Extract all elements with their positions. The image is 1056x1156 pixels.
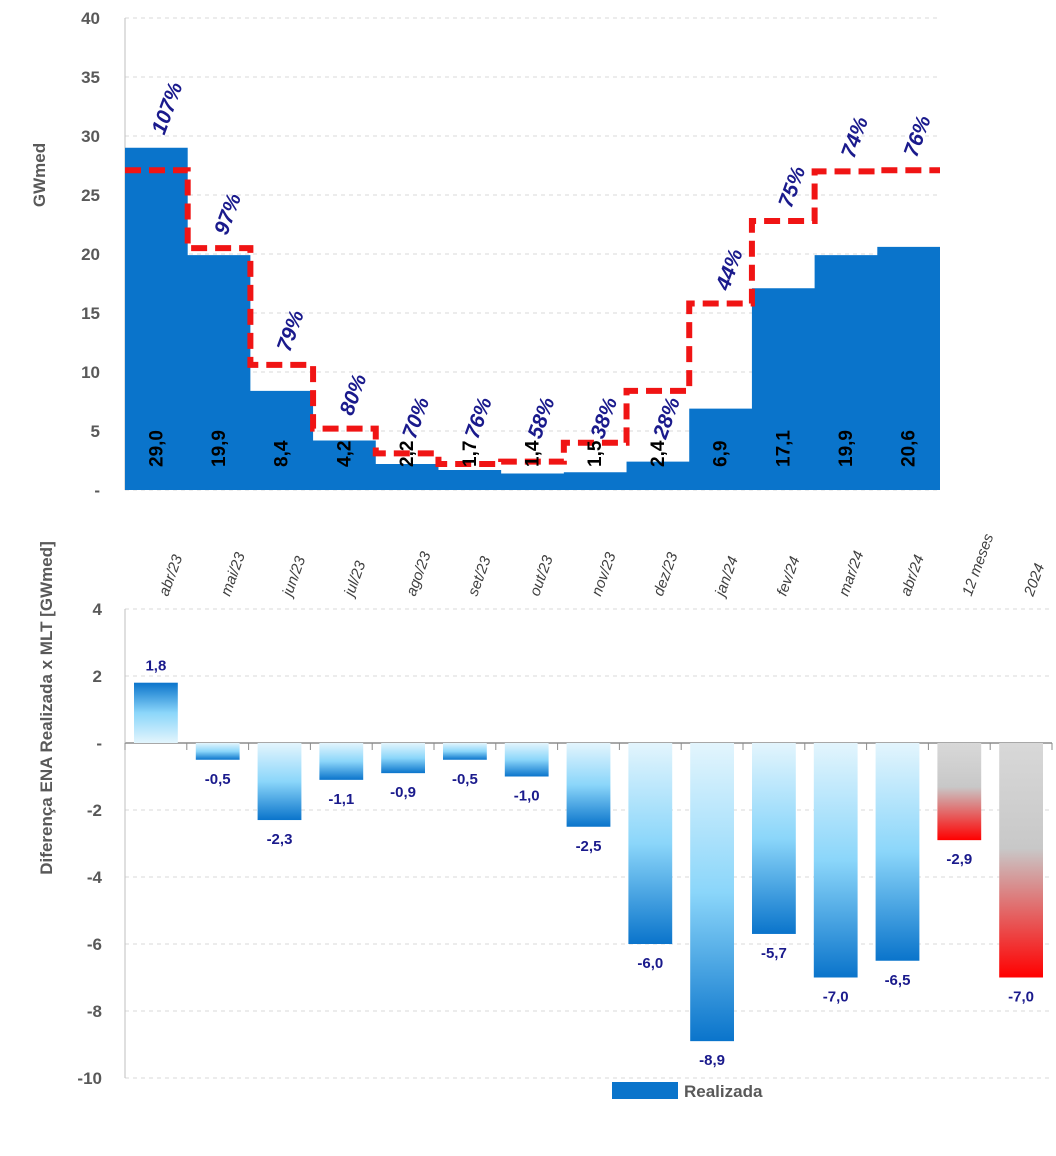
legend-swatch-realizada	[612, 1082, 678, 1099]
difference-bar	[813, 743, 858, 978]
difference-value-label: -2,5	[576, 838, 602, 855]
percent-label: 76%	[900, 112, 936, 160]
difference-bar	[999, 743, 1043, 978]
bottom-y-tick-label: -10	[77, 1069, 102, 1088]
difference-value-label: -8,9	[699, 1052, 725, 1069]
category-label: abr/24	[897, 553, 928, 599]
bottom-y-tick-label: -6	[87, 935, 102, 954]
category-label: abr/23	[156, 552, 187, 598]
difference-bar	[443, 743, 487, 760]
category-label: dez/23	[650, 550, 682, 599]
percent-label: 75%	[774, 163, 810, 211]
difference-bar	[195, 743, 240, 760]
realizada-value-label: 2,2	[397, 441, 418, 467]
realizada-value-label: 2,4	[648, 440, 669, 467]
difference-bar	[504, 743, 549, 777]
category-label: out/23	[526, 553, 556, 599]
percent-label: 44%	[711, 246, 747, 295]
realizada-value-label: 17,1	[773, 430, 794, 467]
realizada-value-label: 29,0	[146, 430, 167, 467]
difference-value-label: -1,0	[514, 788, 540, 805]
category-label: mai/23	[217, 550, 249, 599]
difference-value-label: -1,1	[328, 791, 354, 808]
difference-value-label: -2,9	[946, 851, 972, 868]
percent-label: 97%	[210, 190, 246, 238]
percent-label: 28%	[649, 394, 685, 443]
category-label: jul/23	[340, 558, 369, 600]
top-y-tick-label: 30	[81, 127, 100, 146]
difference-bar	[875, 743, 920, 961]
bottom-y-axis-label: Diferença ENA Realizada x MLT [GWmed]	[37, 541, 56, 874]
category-label: jan/24	[711, 554, 742, 600]
top-y-tick-label: 25	[81, 186, 100, 205]
bottom-y-tick-label: -4	[87, 868, 103, 887]
realizada-area	[125, 147, 940, 491]
top-y-tick-label: 15	[81, 304, 100, 323]
realizada-value-label: 19,9	[209, 430, 230, 467]
legend: Realizada	[612, 1082, 763, 1101]
difference-bar	[257, 743, 302, 821]
percent-label: 79%	[273, 307, 309, 355]
category-label: mar/24	[835, 549, 867, 599]
top-y-tick-label: 10	[81, 363, 100, 382]
category-label: set/23	[465, 554, 495, 599]
category-label: 12 meses	[959, 531, 997, 598]
category-label: 2024	[1021, 561, 1049, 599]
percent-label: 107%	[147, 79, 187, 138]
difference-value-label: -7,0	[1008, 989, 1034, 1006]
top-y-tick-label: 20	[81, 245, 100, 264]
percent-label: 38%	[586, 394, 622, 442]
realizada-value-label: 1,4	[523, 440, 544, 467]
difference-value-label: -0,5	[205, 771, 231, 788]
legend-label-realizada: Realizada	[684, 1082, 763, 1101]
difference-value-label: -5,7	[761, 945, 787, 962]
difference-bar	[319, 743, 364, 780]
category-label: jun/23	[279, 554, 310, 601]
difference-value-label: 1,8	[145, 658, 166, 675]
bottom-y-tick-label: 2	[93, 667, 102, 686]
difference-value-label: -6,5	[885, 972, 911, 989]
realizada-value-label: 20,6	[899, 430, 920, 467]
difference-value-label: -2,3	[267, 831, 293, 848]
difference-bar	[566, 743, 611, 827]
top-y-axis-label: GWmed	[30, 143, 49, 207]
bottom-y-tick-label: -8	[87, 1002, 102, 1021]
top-ena-chart: - 5 10 15 20 25 30 35 40 GWmed 29,0 19,9 8,4 4,2 2,2 1,…	[30, 9, 940, 500]
percent-label: 74%	[837, 113, 873, 161]
difference-bar	[937, 743, 982, 841]
difference-bar	[628, 743, 673, 944]
bottom-y-tick-label: -	[96, 734, 102, 753]
difference-bar	[690, 743, 734, 1042]
difference-value-label: -0,9	[390, 784, 416, 801]
mlt-step-line	[125, 167, 940, 468]
percent-label: 58%	[524, 394, 560, 442]
realizada-value-label: 8,4	[272, 440, 293, 467]
top-y-tick-label: 35	[81, 68, 100, 87]
difference-bar	[381, 743, 425, 774]
category-label: ago/23	[403, 549, 435, 599]
difference-value-label: -0,5	[452, 771, 478, 788]
percent-label: 76%	[461, 394, 497, 442]
percent-label: 70%	[398, 394, 434, 442]
realizada-value-label: 1,7	[460, 441, 481, 467]
percent-label: 80%	[336, 371, 372, 419]
category-label: nov/23	[588, 550, 620, 599]
top-y-tick-label: -	[94, 481, 100, 500]
bottom-y-tick-label: -2	[87, 801, 102, 820]
realizada-value-label: 1,5	[585, 440, 606, 467]
category-label: fev/24	[774, 554, 804, 598]
bottom-y-tick-label: 4	[93, 600, 103, 619]
difference-bar	[752, 743, 796, 934]
realizada-value-label: 19,9	[836, 430, 857, 467]
top-y-tick-label: 5	[91, 422, 100, 441]
realizada-value-label: 4,2	[334, 441, 355, 467]
difference-value-label: -7,0	[823, 989, 849, 1006]
realizada-value-label: 6,9	[711, 441, 732, 467]
difference-bar	[134, 682, 178, 743]
top-y-tick-label: 40	[81, 9, 100, 28]
difference-value-label: -6,0	[637, 955, 663, 972]
